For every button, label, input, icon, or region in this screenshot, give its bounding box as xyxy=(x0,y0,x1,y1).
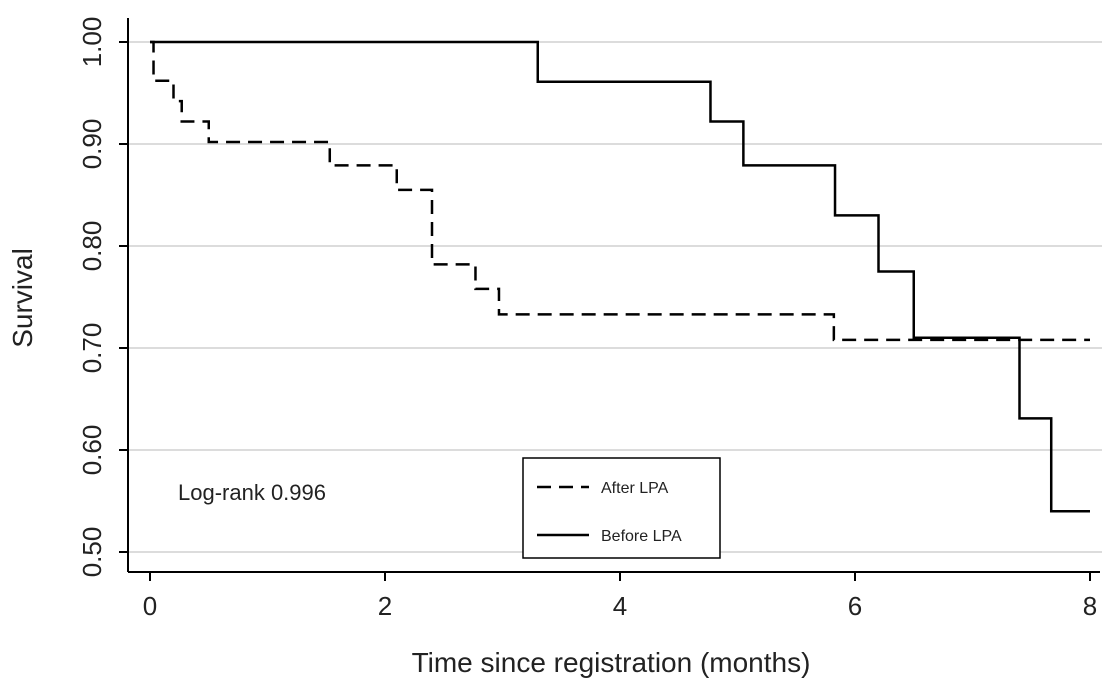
series-layer xyxy=(150,40,1090,513)
legend-label-before-lpa: Before LPA xyxy=(601,528,682,545)
series-line-before-lpa xyxy=(150,40,1090,513)
y-tick-label-4: 0.90 xyxy=(77,119,107,170)
y-tick-label-5: 1.00 xyxy=(77,17,107,68)
axes-layer: 0.50 0.60 0.70 0.80 0.90 1.00 0 2 4 6 8 xyxy=(77,17,1100,621)
x-axis-title: Time since registration (months) xyxy=(412,647,811,678)
y-tick-label-2: 0.70 xyxy=(77,323,107,374)
y-tick-label-0: 0.50 xyxy=(77,527,107,578)
y-axis-title: Survival xyxy=(7,248,38,348)
x-tick-label-0: 0 xyxy=(143,591,157,621)
annotation-text: Log-rank 0.996 xyxy=(178,480,326,505)
series-line-after-lpa xyxy=(150,40,1090,342)
x-tick-label-2: 4 xyxy=(613,591,627,621)
y-tick-label-3: 0.80 xyxy=(77,221,107,272)
x-tick-label-3: 6 xyxy=(848,591,862,621)
x-tick-label-4: 8 xyxy=(1083,591,1097,621)
y-tick-label-1: 0.60 xyxy=(77,425,107,476)
legend-label-after-lpa: After LPA xyxy=(601,480,669,497)
legend-box xyxy=(522,457,721,559)
legend: After LPA Before LPA xyxy=(522,457,721,559)
x-tick-label-1: 2 xyxy=(378,591,392,621)
